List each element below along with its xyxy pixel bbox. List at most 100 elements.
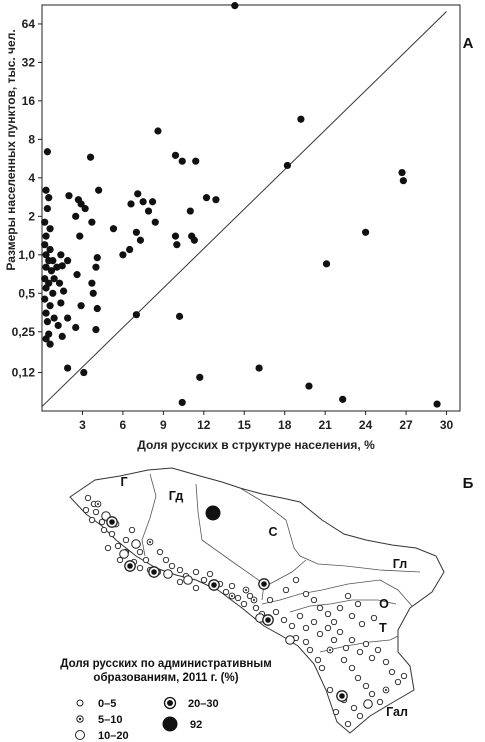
settlement-symbol xyxy=(310,618,318,626)
x-axis-label: Доля русских в структуре населения, % xyxy=(137,438,375,452)
settlement-symbol xyxy=(306,646,314,654)
settlement-symbol xyxy=(168,562,176,570)
settlement-symbol xyxy=(176,578,184,586)
settlement-symbol xyxy=(261,581,267,587)
data-point xyxy=(58,262,66,270)
x-tick-label: 24 xyxy=(359,418,373,432)
settlement-symbol xyxy=(84,494,92,502)
data-point xyxy=(49,257,57,265)
settlement-symbol xyxy=(363,699,373,709)
x-tick-label: 27 xyxy=(399,418,413,432)
data-point xyxy=(72,212,80,220)
settlement-symbol xyxy=(394,678,402,686)
data-point xyxy=(64,257,72,265)
data-point xyxy=(42,263,50,271)
data-point xyxy=(322,260,331,268)
x-tick-label: 18 xyxy=(278,418,292,432)
settlement-symbol xyxy=(119,549,129,559)
data-point xyxy=(173,241,181,249)
y-tick-label: 1,0 xyxy=(18,248,35,262)
settlement-symbol xyxy=(368,654,376,662)
map-panel: Г Гд С Гл О Т Гал Б Доля русских по адми… xyxy=(60,467,474,742)
data-point xyxy=(433,400,441,408)
y-tick-label: 32 xyxy=(22,55,36,69)
region-label: Т xyxy=(379,621,387,635)
settlement-symbol xyxy=(336,628,344,636)
data-point xyxy=(93,254,101,262)
settlement-symbol xyxy=(332,708,340,716)
data-point xyxy=(64,314,72,322)
settlement-symbol xyxy=(350,704,358,712)
settlement-symbol xyxy=(354,674,362,682)
data-point xyxy=(202,194,211,202)
data-point xyxy=(297,115,305,123)
data-point xyxy=(148,198,157,206)
settlement-symbol xyxy=(348,612,356,620)
data-point xyxy=(132,228,140,236)
settlement-symbol xyxy=(136,564,144,572)
x-tick-label: 9 xyxy=(160,418,167,432)
settlement-symbol xyxy=(163,569,173,579)
settlement-symbol xyxy=(246,592,254,600)
legend-label: 10–20 xyxy=(98,730,129,742)
settlement-symbol xyxy=(368,690,376,698)
data-point xyxy=(50,314,58,322)
data-point xyxy=(80,368,88,377)
y-tick-label: 0,12 xyxy=(12,366,36,380)
data-point xyxy=(64,364,72,372)
data-point xyxy=(171,151,180,159)
settlement-symbol xyxy=(342,644,350,652)
settlement-symbol xyxy=(253,599,255,601)
legend-label: 20–30 xyxy=(188,698,219,710)
settlement-symbol xyxy=(324,610,332,618)
y-axis-label: Размеры населенных пунктов, тыс. чел. xyxy=(4,29,18,270)
settlement-symbol xyxy=(265,617,271,623)
settlement-symbol xyxy=(151,569,157,575)
data-point xyxy=(42,251,50,259)
data-point xyxy=(43,204,51,213)
data-point xyxy=(50,275,58,283)
data-point xyxy=(46,302,54,310)
settlement-symbol xyxy=(176,566,184,574)
settlement-symbol xyxy=(388,668,396,676)
settlement-symbol xyxy=(162,556,170,564)
settlement-symbol xyxy=(382,658,390,666)
data-point xyxy=(42,335,50,343)
settlement-symbol xyxy=(192,584,200,592)
settlement-symbol xyxy=(302,624,310,632)
x-tick-label: 12 xyxy=(197,418,211,432)
data-point xyxy=(339,395,347,403)
data-point xyxy=(93,304,101,313)
settlement-symbol xyxy=(318,664,326,672)
settlement-symbol xyxy=(245,589,247,591)
data-point xyxy=(171,232,180,240)
settlement-symbol xyxy=(292,576,300,584)
settlement-symbol xyxy=(370,614,378,622)
data-point xyxy=(212,196,220,204)
data-point xyxy=(55,279,64,287)
data-point xyxy=(49,289,57,297)
y-tick-label: 4 xyxy=(28,171,35,185)
settlement-symbol xyxy=(356,712,364,720)
settlement-symbol xyxy=(109,519,115,525)
settlement-symbol xyxy=(316,630,324,638)
district-boundary xyxy=(141,473,421,653)
legend-symbol-small-open xyxy=(76,699,84,707)
settlement-symbol xyxy=(272,608,280,616)
legend-label: 92 xyxy=(190,719,202,731)
settlement-symbol xyxy=(314,656,322,664)
data-point xyxy=(42,186,50,194)
settlement-symbol xyxy=(131,539,141,549)
settlement-symbol xyxy=(127,563,133,569)
settlement-symbol xyxy=(122,536,130,544)
data-point xyxy=(144,207,153,215)
settlement-symbol xyxy=(116,556,124,564)
data-point xyxy=(126,245,134,254)
settlement-symbol xyxy=(200,576,208,584)
data-point xyxy=(109,225,118,233)
data-point xyxy=(231,2,239,10)
settlement-symbol xyxy=(88,516,96,524)
settlement-symbol xyxy=(302,590,310,598)
settlement-symbol xyxy=(296,612,304,620)
